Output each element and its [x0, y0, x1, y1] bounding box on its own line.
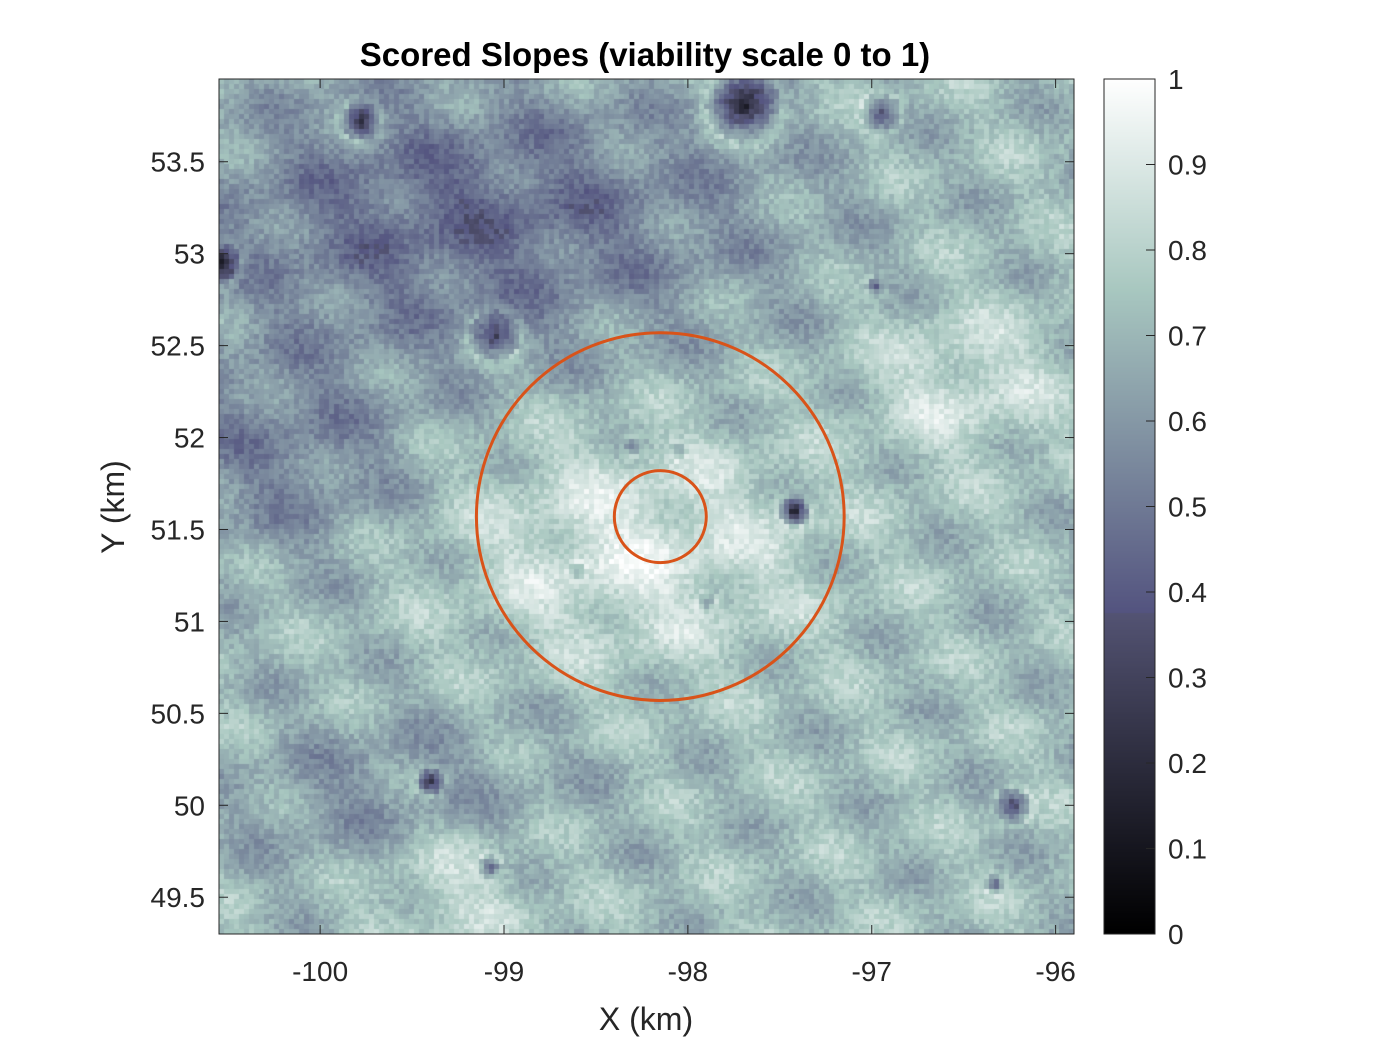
colorbar-tick-label: 0.4: [1168, 577, 1207, 608]
colorbar-ticks: 0 0.1 0.2 0.3 0.4 0.5 0.6 0.7 0.8 0.9 1: [1146, 64, 1207, 950]
y-tick-label: 53.5: [151, 147, 206, 178]
y-tick-label: 50: [174, 790, 205, 821]
x-tick-label: -100: [292, 956, 348, 987]
y-tick-label: 49.5: [151, 882, 206, 913]
colorbar-tick-label: 0: [1168, 919, 1184, 950]
y-tick-label: 51.5: [151, 514, 206, 545]
colorbar-tick-label: 0.5: [1168, 492, 1207, 523]
y-tick-label: 53: [174, 239, 205, 270]
x-axis-ticks: -100 -99 -98 -97 -96: [292, 79, 1076, 987]
colorbar-tick-label: 0.3: [1168, 663, 1207, 694]
colorbar-tick-label: 0.8: [1168, 235, 1207, 266]
colorbar-tick-label: 0.2: [1168, 748, 1207, 779]
colorbar-tick-label: 0.7: [1168, 321, 1207, 352]
colorbar-tick-label: 0.9: [1168, 150, 1207, 181]
outer-target-circle: [474, 331, 846, 702]
y-tick-label: 51: [174, 606, 205, 637]
colorbar-tick-label: 1: [1168, 64, 1184, 95]
y-tick-label: 52.5: [151, 331, 206, 362]
y-tick-label: 50.5: [151, 698, 206, 729]
x-tick-label: -98: [668, 956, 708, 987]
x-tick-label: -99: [484, 956, 524, 987]
colorbar-tick-label: 0.6: [1168, 406, 1207, 437]
plot-frame: [218, 78, 1075, 935]
chart-title: Scored Slopes (viability scale 0 to 1): [360, 36, 930, 73]
x-tick-label: -97: [852, 956, 892, 987]
x-axis-label: X (km): [599, 1001, 693, 1037]
colorbar-tick-label: 0.1: [1168, 834, 1207, 865]
y-axis-label: Y (km): [95, 460, 131, 554]
overlay-layer: [474, 331, 846, 702]
inner-target-circle: [612, 469, 708, 565]
x-tick-label: -96: [1035, 956, 1075, 987]
y-axis-ticks: 49.5 50 50.5 51 51.5 52 52.5 53 53.5: [151, 147, 1074, 913]
y-tick-label: 52: [174, 423, 205, 454]
heatmap-area: [219, 79, 1074, 934]
